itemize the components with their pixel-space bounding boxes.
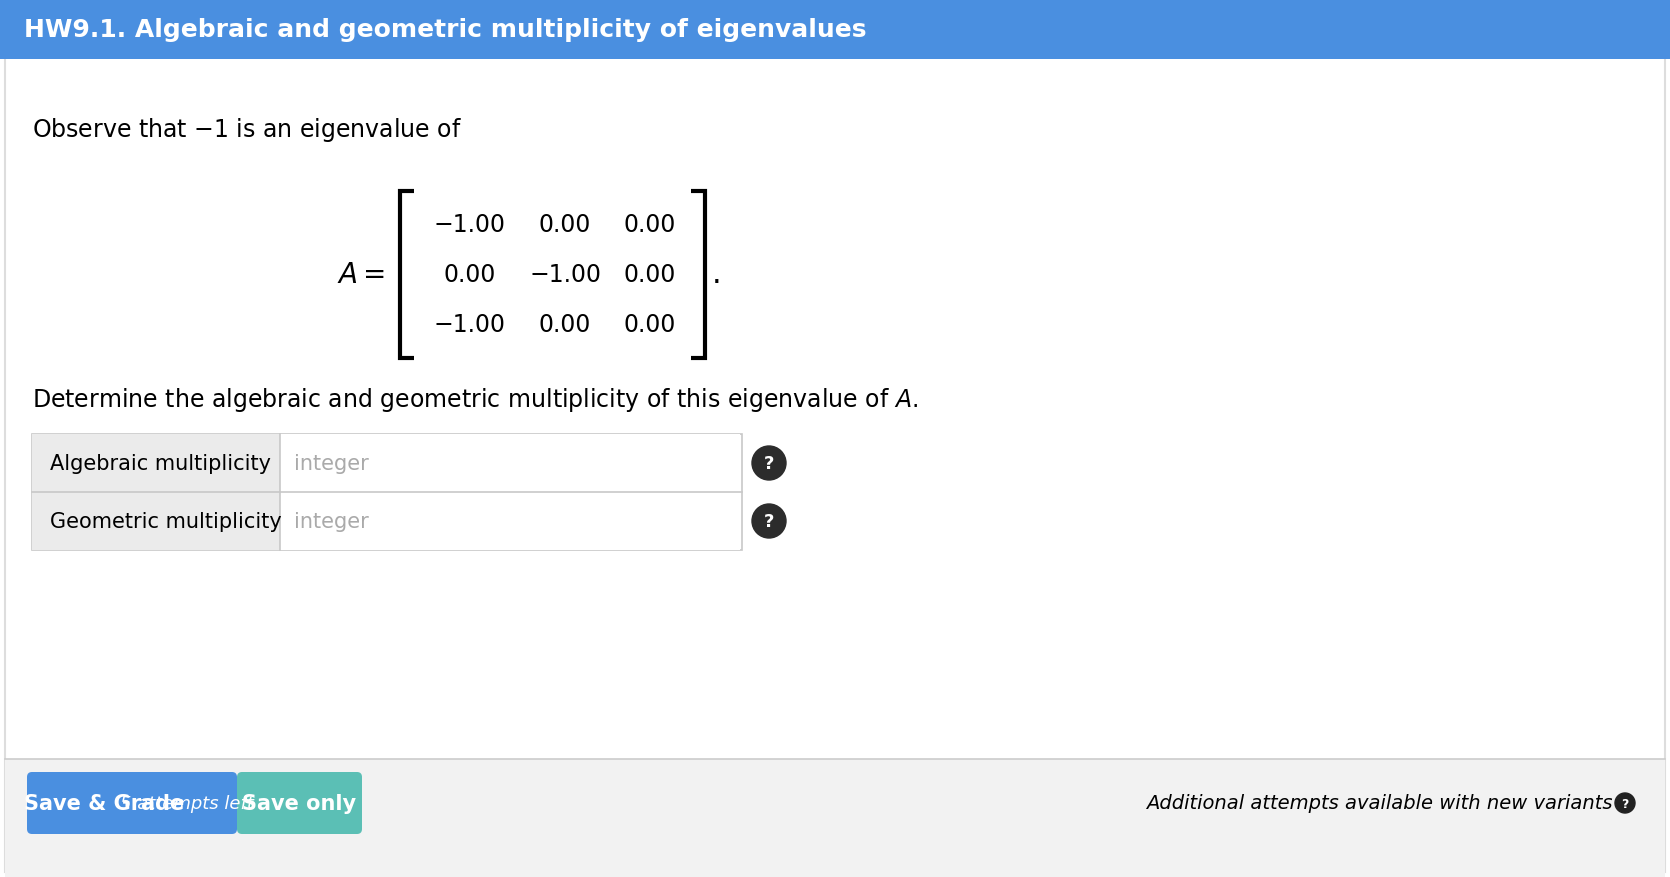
Text: 0.00: 0.00 [539, 312, 591, 337]
Text: $A =$: $A =$ [337, 260, 386, 289]
Text: Save only: Save only [242, 793, 357, 813]
Text: Observe that $-1$ is an eigenvalue of: Observe that $-1$ is an eigenvalue of [32, 116, 463, 144]
FancyBboxPatch shape [32, 493, 281, 551]
FancyBboxPatch shape [281, 434, 740, 493]
Text: 0.00: 0.00 [625, 213, 676, 237]
Text: integer: integer [294, 511, 369, 531]
FancyBboxPatch shape [5, 759, 1665, 877]
Text: HW9.1. Algebraic and geometric multiplicity of eigenvalues: HW9.1. Algebraic and geometric multiplic… [23, 18, 867, 42]
Text: ?: ? [763, 513, 775, 531]
Text: 5 attempts left: 5 attempts left [120, 794, 254, 812]
Text: 0.00: 0.00 [444, 263, 496, 287]
Text: Algebraic multiplicity: Algebraic multiplicity [50, 453, 271, 474]
Text: Geometric multiplicity: Geometric multiplicity [50, 511, 282, 531]
FancyBboxPatch shape [281, 493, 740, 551]
Text: 0.00: 0.00 [625, 263, 676, 287]
Text: ?: ? [763, 455, 775, 473]
FancyBboxPatch shape [237, 772, 362, 834]
Circle shape [752, 504, 787, 538]
Circle shape [1615, 793, 1635, 813]
Circle shape [752, 446, 787, 481]
Text: .: . [711, 260, 721, 289]
Text: 0.00: 0.00 [625, 312, 676, 337]
Text: Determine the algebraic and geometric multiplicity of this eigenvalue of $A$.: Determine the algebraic and geometric mu… [32, 386, 919, 414]
FancyBboxPatch shape [32, 434, 281, 493]
Text: −1.00: −1.00 [434, 213, 506, 237]
Text: −1.00: −1.00 [529, 263, 601, 287]
Text: Save & Grade: Save & Grade [23, 793, 184, 813]
FancyBboxPatch shape [0, 0, 1670, 60]
Text: ?: ? [1622, 797, 1628, 810]
Text: 0.00: 0.00 [539, 213, 591, 237]
FancyBboxPatch shape [27, 772, 237, 834]
Text: integer: integer [294, 453, 369, 474]
Text: −1.00: −1.00 [434, 312, 506, 337]
Text: Additional attempts available with new variants: Additional attempts available with new v… [1147, 794, 1613, 813]
